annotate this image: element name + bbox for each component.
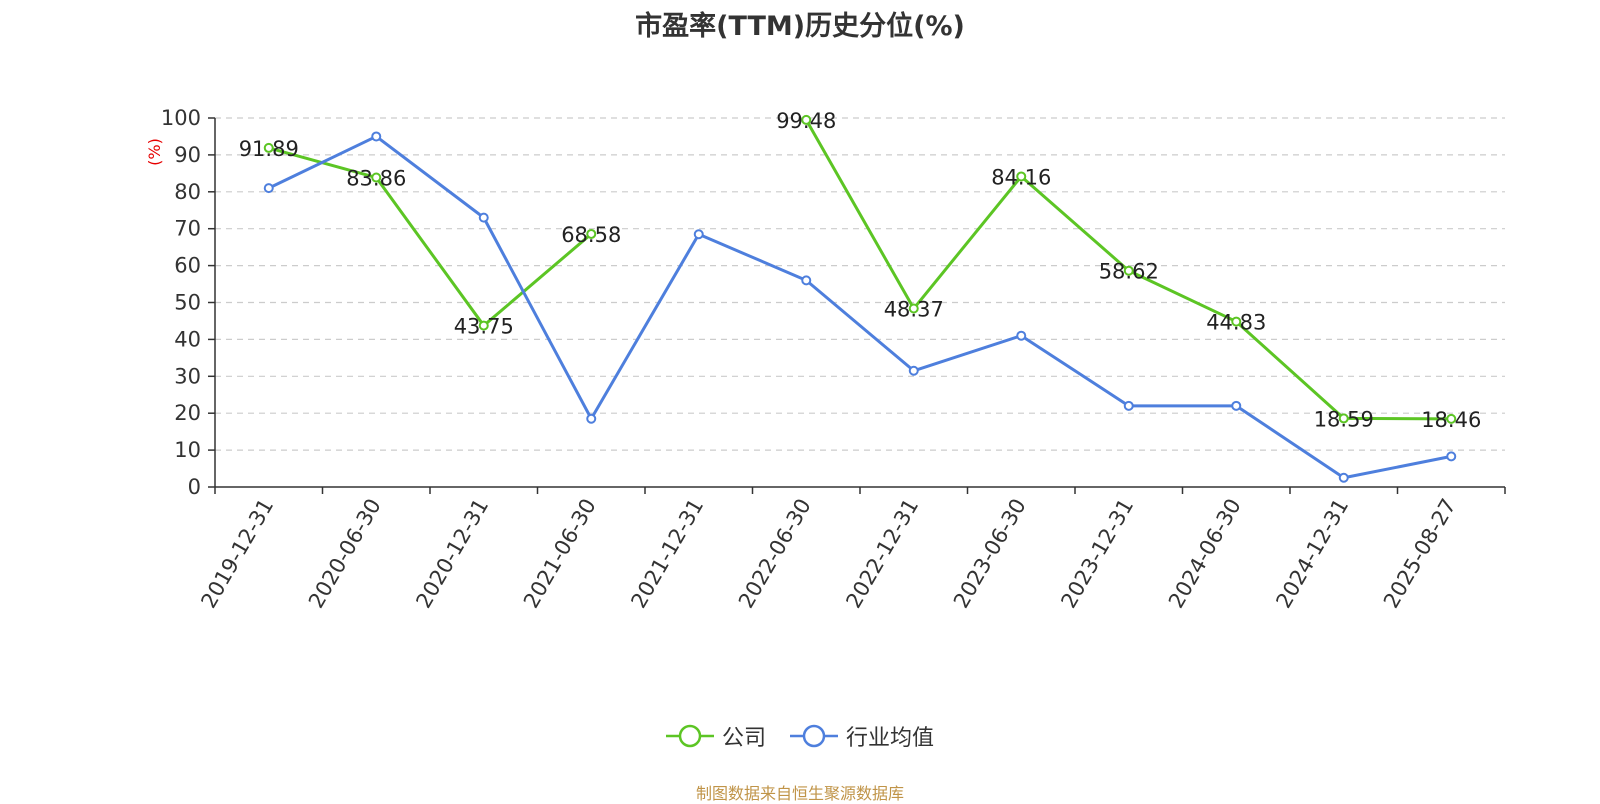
data-point — [1231, 316, 1242, 327]
data-label: 84.16 — [991, 165, 1051, 189]
x-tick-label: 2020-06-30 — [304, 495, 386, 613]
data-point — [371, 172, 382, 183]
y-tick-label: 100 — [161, 106, 201, 130]
data-point — [371, 131, 382, 142]
x-tick-label: 2021-06-30 — [519, 495, 601, 613]
y-tick-label: 50 — [174, 291, 201, 315]
data-point — [263, 183, 274, 194]
data-point — [1338, 413, 1349, 424]
legend-item[interactable]: 公司 — [665, 720, 766, 752]
data-point — [801, 114, 812, 125]
data-point — [1446, 413, 1457, 424]
legend-marker-circle — [678, 724, 702, 748]
data-label: 58.62 — [1099, 260, 1159, 284]
data-label: 91.89 — [239, 137, 299, 161]
y-tick-label: 40 — [174, 327, 201, 351]
data-point — [1123, 400, 1134, 411]
legend[interactable]: 公司 行业均值 — [0, 720, 1600, 752]
x-tick-label: 2024-12-31 — [1271, 495, 1353, 613]
y-tick-label: 60 — [174, 254, 201, 278]
y-tick-label: 80 — [174, 180, 201, 204]
y-tick-label: 0 — [188, 475, 201, 499]
data-point — [908, 303, 919, 314]
data-point — [586, 413, 597, 424]
data-point — [693, 229, 704, 240]
chart-title: 市盈率(TTM)历史分位(%) — [635, 11, 965, 42]
data-point — [1231, 400, 1242, 411]
y-tick-label: 20 — [174, 401, 201, 425]
legend-item[interactable]: 行业均值 — [790, 720, 934, 752]
data-label: 43.75 — [454, 315, 514, 339]
data-point — [1123, 265, 1134, 276]
data-label: 18.46 — [1421, 408, 1481, 432]
data-labels: 91.89 83.86 43.75 68.58 99.48 48.37 84.16 58.62… — [239, 109, 1482, 432]
x-tick-label: 2022-12-31 — [841, 495, 923, 613]
x-tick-label: 2022-06-30 — [734, 495, 816, 613]
x-tick-label: 2021-12-31 — [626, 495, 708, 613]
legend-marker-icon — [665, 724, 714, 748]
legend-label: 行业均值 — [846, 726, 935, 751]
x-tick-label: 2024-06-30 — [1164, 495, 1246, 613]
data-label: 18.59 — [1314, 407, 1374, 431]
y-tick-label: 30 — [174, 364, 201, 388]
data-point — [1338, 472, 1349, 483]
data-label: 83.86 — [346, 167, 406, 191]
data-point — [586, 228, 597, 239]
data-point — [263, 142, 274, 153]
series-line-1 — [268, 134, 1452, 480]
x-tick-label: 2023-06-30 — [949, 495, 1031, 613]
data-point — [908, 365, 919, 376]
y-tick-label: 10 — [174, 438, 201, 462]
legend-marker-circle — [802, 724, 826, 748]
x-tick-label: 2020-12-31 — [411, 495, 493, 613]
legend-label: 公司 — [721, 726, 766, 751]
data-point — [478, 212, 489, 223]
y-axis-label: (%) — [145, 138, 164, 166]
data-label: 48.37 — [884, 298, 944, 322]
series-lines — [263, 114, 1457, 483]
source-note: 制图数据来自恒生聚源数据库 — [695, 784, 904, 803]
x-tick-label: 2019-12-31 — [196, 495, 278, 613]
data-point — [1016, 330, 1027, 341]
x-tick-label: 2025-08-27 — [1379, 495, 1461, 613]
data-label: 44.83 — [1206, 311, 1266, 335]
y-tick-label: 70 — [174, 217, 201, 241]
y-tick-label: 90 — [174, 143, 201, 167]
data-label: 68.58 — [561, 223, 621, 247]
legend-marker-icon — [790, 724, 838, 748]
data-point — [1446, 451, 1457, 462]
x-tick-label: 2023-12-31 — [1056, 495, 1138, 613]
series-line-0 — [268, 146, 593, 328]
data-point — [478, 320, 489, 331]
grid-lines — [215, 117, 1505, 451]
data-label: 99.48 — [776, 109, 836, 133]
data-point — [1016, 171, 1027, 182]
data-point — [801, 275, 812, 286]
